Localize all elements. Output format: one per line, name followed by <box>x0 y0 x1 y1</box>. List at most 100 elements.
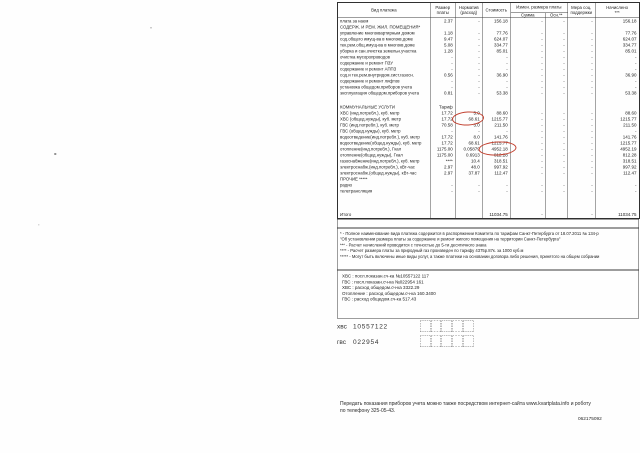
charge-value: - <box>567 60 596 67</box>
charge-value: 8.0 <box>455 134 483 141</box>
charge-value: - <box>595 188 640 195</box>
charge-value: - <box>545 188 568 195</box>
charge-value: - <box>510 146 546 153</box>
hot-water-counter-label: гвс <box>337 338 347 346</box>
charge-value: 211.50 <box>595 122 640 129</box>
charge-value: 77.76 <box>482 30 511 37</box>
charge-value: - <box>510 60 546 67</box>
charge-value: - <box>545 30 568 37</box>
charge-value: 1215.77 <box>595 116 640 123</box>
charge-value: - <box>510 90 546 97</box>
charge-label: КОММУНАЛЬНЫЕ УСЛУГИ <box>340 104 396 110</box>
charge-value: - <box>567 90 596 97</box>
charge-value: 156.18 <box>482 17 511 25</box>
charge-value: - <box>510 164 546 171</box>
charge-value: - <box>430 60 456 67</box>
charge-value <box>482 24 511 31</box>
charge-value: - <box>510 48 546 55</box>
charge-value: - <box>545 66 568 73</box>
charge-value: 0.6913 <box>455 152 483 159</box>
charge-row: КОММУНАЛЬНЫЕ УСЛУГИ Тариф <box>338 104 640 111</box>
charge-value <box>595 104 640 111</box>
charge-row: водоотведение(инд.потребл.), куб. метр 17… <box>338 134 640 141</box>
charge-value: - <box>595 128 640 135</box>
charge-row: плата за наем 2.37-156.18- - -156.18 <box>338 17 640 25</box>
charge-row: эксплуатация общедом.приборов учета 0.81 -… <box>338 90 640 97</box>
charge-value: - <box>510 110 546 117</box>
charge-row: сод.общего имущ-ва в многокв.доме 9.47-62… <box>338 36 640 43</box>
charge-value: - <box>567 48 596 55</box>
charge-row: сод.и тек.рем.внутридом.сист.газосн. 0.56… <box>338 72 640 79</box>
charge-value: 77.76 <box>595 30 640 37</box>
charge-value: - <box>455 188 483 195</box>
charge-label: управление многоквартирным домом <box>340 30 415 36</box>
charge-value: 1215.77 <box>482 140 511 147</box>
charge-label: уборка и сан.очистка земельн.участка <box>340 48 417 54</box>
charge-value: 1215.77 <box>482 116 511 123</box>
charge-row: телетрансляция - - - - - - - <box>338 188 640 195</box>
charge-label: тек.рем.общ.имущ-ва в многокв.доме <box>340 42 415 48</box>
footnotes-box: * - Полное наименование вида платежа сод… <box>337 228 639 270</box>
charge-value: 2.97 <box>430 164 456 171</box>
charge-value: 17.72 <box>430 110 456 117</box>
charge-value: - <box>510 17 546 25</box>
charge-value: - <box>510 36 546 43</box>
entry-cell <box>420 335 431 347</box>
charges-table: Вид платежа Размер платы Норматив (расхо… <box>337 2 640 220</box>
entry-cell <box>463 335 474 347</box>
charge-value: 812.28 <box>595 152 640 159</box>
charge-value: 812.28 <box>482 152 511 159</box>
charge-value: - <box>567 54 596 61</box>
charge-value: 1215.77 <box>595 140 640 147</box>
charge-value <box>595 24 640 31</box>
col-header-basis: Осн.** <box>545 12 568 19</box>
charge-value: - <box>482 54 511 61</box>
meter-reading-line: ХВС : расход общедом.сч-ка 3322.29 <box>342 285 420 291</box>
charge-row: радио - - - - - - - <box>338 182 640 189</box>
charge-value: - <box>455 84 483 91</box>
charge-value <box>510 24 546 31</box>
charge-value: - <box>545 152 568 159</box>
charge-value: Тариф <box>430 104 456 111</box>
charge-label: эксплуатация общедом.приборов учета <box>340 90 420 96</box>
charge-row: установка общедом.приборов учета - - - - - - - <box>338 84 640 91</box>
charge-value: - <box>545 54 568 61</box>
charge-value: - <box>482 128 511 135</box>
charge-value: 5.0 <box>455 110 483 117</box>
cold-water-counter-number: хвс 10557122 <box>337 323 388 331</box>
charge-value: - <box>455 42 483 49</box>
charge-value: 68.61 <box>455 140 483 147</box>
charge-value: - <box>567 66 596 73</box>
charge-value: - <box>545 158 568 165</box>
document-code: 062175092 <box>578 416 602 422</box>
charge-label: ГВС (инд.потребл.), куб. метр <box>340 122 399 128</box>
charge-value: - <box>482 188 511 195</box>
charge-value: - <box>430 188 456 195</box>
footer-info-line1: Передать показания приборов учета можно … <box>340 401 591 407</box>
col-header-sum: Сумма <box>510 12 546 19</box>
charge-value: - <box>482 66 511 73</box>
col-header-rate: Размер платы <box>430 2 456 19</box>
charge-value: - <box>567 78 596 85</box>
charges-table-header: Вид платежа Размер платы Норматив (расхо… <box>337 2 640 19</box>
charge-value: - <box>455 48 483 55</box>
charge-value: 624.07 <box>595 36 640 43</box>
charge-value: - <box>545 78 568 85</box>
charge-value <box>455 176 483 183</box>
charge-value: - <box>595 78 640 85</box>
meter-reading-line: ГВС : расход общедом.сч-ка 517.43 <box>342 296 417 302</box>
scan-speck <box>38 224 40 226</box>
charge-label: ГВС (общед.нужды), куб. метр <box>340 128 401 134</box>
charge-label: СОДЕРЖ. И РЕМ. ЖИЛ. ПОМЕЩЕНИЯ* <box>340 24 421 30</box>
charge-label: сод.и тек.рем.внутридом.сист.газосн. <box>340 72 414 78</box>
charge-row: ГВС (инд.потребл.), куб. метр 70.58 3.0 211… <box>338 122 640 129</box>
entry-cell <box>463 320 474 332</box>
charge-value <box>430 211 456 219</box>
charge-value: 0.81 <box>430 90 456 97</box>
charge-value <box>510 176 546 183</box>
charge-value: - <box>545 48 568 55</box>
cold-water-counter-label: хвс <box>337 322 347 331</box>
footnote-line: **** - Расчет размера платы за природный… <box>340 248 524 254</box>
charge-value: 318.51 <box>595 158 640 165</box>
